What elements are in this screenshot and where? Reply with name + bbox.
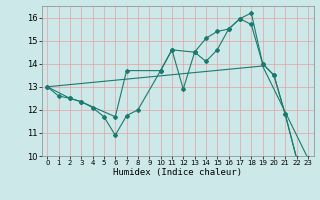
X-axis label: Humidex (Indice chaleur): Humidex (Indice chaleur): [113, 168, 242, 177]
